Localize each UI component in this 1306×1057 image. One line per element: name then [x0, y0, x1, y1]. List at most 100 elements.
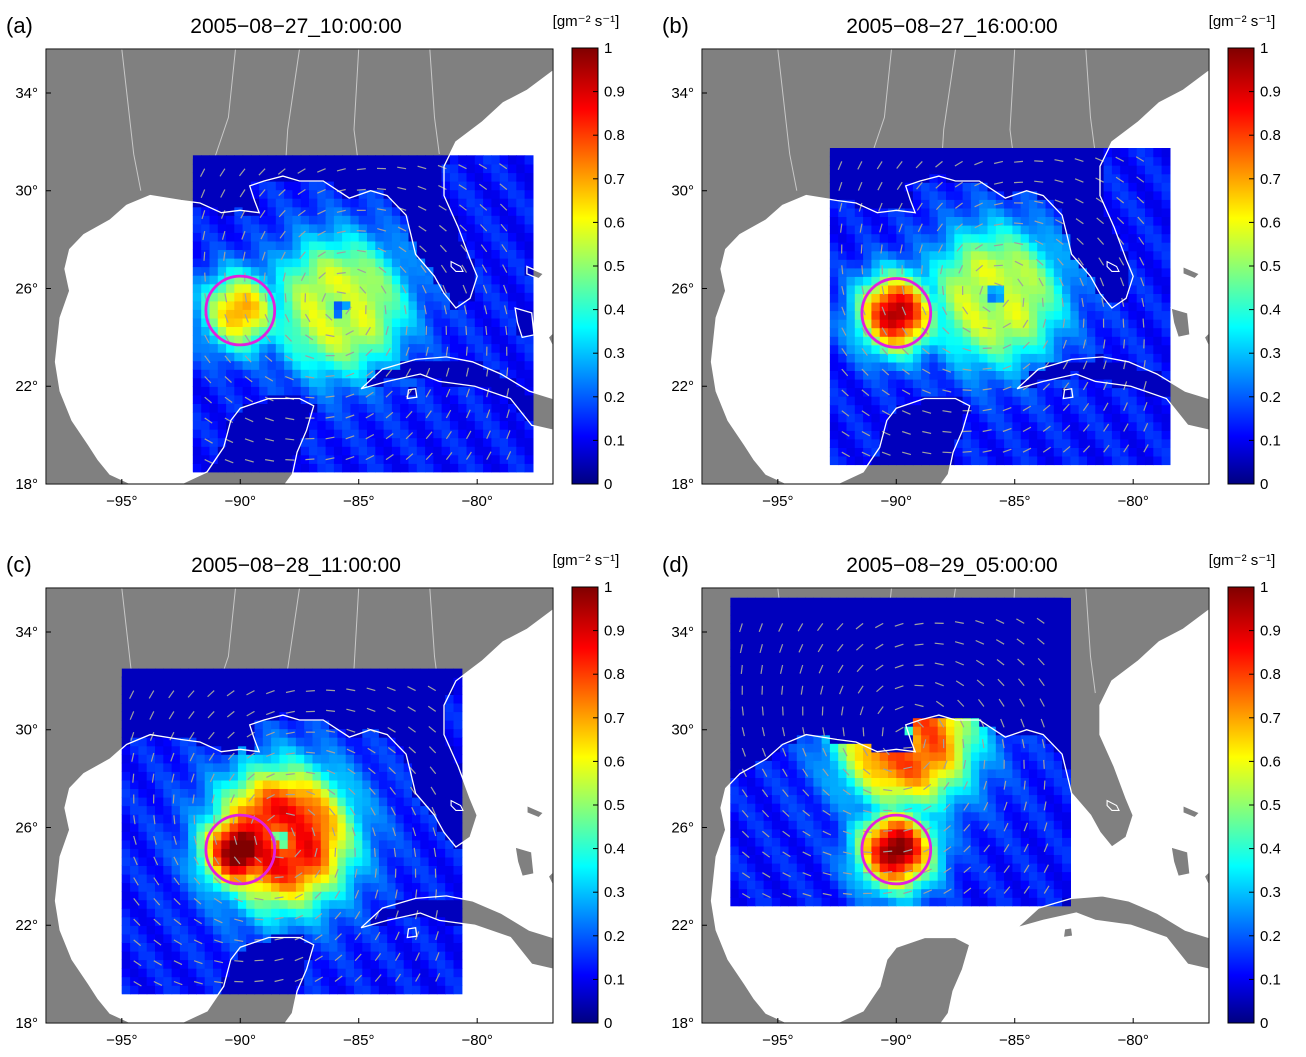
flux-cell: [913, 353, 922, 362]
flux-cell: [362, 771, 371, 780]
flux-cell: [420, 788, 429, 797]
flux-cell: [929, 157, 938, 166]
flux-cell: [1128, 225, 1137, 234]
flux-cell: [367, 301, 376, 310]
flux-cell: [938, 328, 947, 337]
flux-cell: [313, 942, 322, 951]
flux-cell: [284, 429, 293, 438]
flux-cell: [400, 463, 409, 472]
flux-cell: [429, 968, 438, 977]
flux-cell: [255, 797, 264, 806]
flux-cell: [921, 208, 930, 217]
flux-cell: [954, 285, 963, 294]
flux-cell: [921, 413, 930, 422]
flux-cell: [309, 215, 318, 224]
flux-cell: [1029, 251, 1038, 260]
flux-cell: [1120, 268, 1129, 277]
flux-cell: [246, 865, 255, 874]
flux-cell: [346, 985, 355, 994]
flux-cell: [1162, 242, 1171, 251]
flux-cell: [271, 720, 280, 729]
flux-cell: [387, 857, 396, 866]
flux-cell: [138, 985, 147, 994]
flux-cell: [326, 378, 335, 387]
flux-cell: [1112, 439, 1121, 448]
flux-cell: [238, 891, 247, 900]
flux-cell: [954, 336, 963, 345]
flux-cell: [988, 370, 997, 379]
flux-cell: [404, 942, 413, 951]
flux-cell: [1128, 302, 1137, 311]
flux-cell: [880, 302, 889, 311]
flux-cell: [279, 797, 288, 806]
flux-cell: [1062, 456, 1071, 465]
flux-cell: [321, 823, 330, 832]
flux-cell: [371, 891, 380, 900]
flux-cell: [880, 148, 889, 157]
flux-cell: [1021, 413, 1030, 422]
flux-cell: [155, 891, 164, 900]
flux-cell: [412, 874, 421, 883]
flux-cell: [475, 207, 484, 216]
flux-cell: [130, 746, 139, 755]
flux-cell: [437, 985, 446, 994]
flux-cell: [201, 463, 210, 472]
flux-cell: [996, 456, 1005, 465]
flux-cell: [1112, 319, 1121, 328]
flux-cell: [905, 362, 914, 371]
flux-cell: [996, 345, 1005, 354]
flux-cell: [1153, 345, 1162, 354]
flux-cell: [525, 232, 534, 241]
flux-cell: [445, 968, 454, 977]
flux-cell: [1004, 242, 1013, 251]
flux-cell: [1112, 353, 1121, 362]
flux-cell: [913, 234, 922, 243]
flux-cell: [288, 780, 297, 789]
flux-cell: [946, 379, 955, 388]
flux-cell: [1162, 259, 1171, 268]
flux-cell: [375, 318, 384, 327]
flux-cell: [1012, 319, 1021, 328]
flux-cell: [1070, 319, 1079, 328]
flux-cell: [284, 446, 293, 455]
flux-cell: [1095, 225, 1104, 234]
flux-cell: [921, 191, 930, 200]
flux-cell: [954, 319, 963, 328]
flux-cell: [1054, 293, 1063, 302]
flux-cell: [830, 285, 839, 294]
flux-cell: [929, 328, 938, 337]
flux-cell: [1153, 447, 1162, 456]
flux-cell: [1021, 285, 1030, 294]
flux-cell: [163, 968, 172, 977]
flux-cell: [337, 925, 346, 934]
flux-cell: [246, 823, 255, 832]
flux-cell: [1162, 388, 1171, 397]
flux-cell: [437, 900, 446, 909]
flux-cell: [420, 857, 429, 866]
flux-cell: [830, 422, 839, 431]
flux-cell: [445, 908, 454, 917]
flux-cell: [326, 344, 335, 353]
flux-cell: [420, 883, 429, 892]
flux-cell: [271, 883, 280, 892]
flux-cell: [379, 874, 388, 883]
flux-cell: [417, 318, 426, 327]
flux-cell: [309, 164, 318, 173]
flux-cell: [971, 148, 980, 157]
flux-cell: [425, 301, 434, 310]
flux-cell: [445, 883, 454, 892]
flux-cell: [1137, 396, 1146, 405]
flux-cell: [384, 318, 393, 327]
flux-cell: [1162, 174, 1171, 183]
flux-cell: [483, 309, 492, 318]
flux-cell: [396, 848, 405, 857]
flux-cell: [458, 369, 467, 378]
flux-cell: [1112, 388, 1121, 397]
flux-cell: [218, 155, 227, 164]
flux-cell: [475, 301, 484, 310]
flux-cell: [350, 155, 359, 164]
flux-cell: [500, 463, 509, 472]
flux-cell: [379, 788, 388, 797]
flux-cell: [243, 455, 252, 464]
flux-cell: [508, 275, 517, 284]
